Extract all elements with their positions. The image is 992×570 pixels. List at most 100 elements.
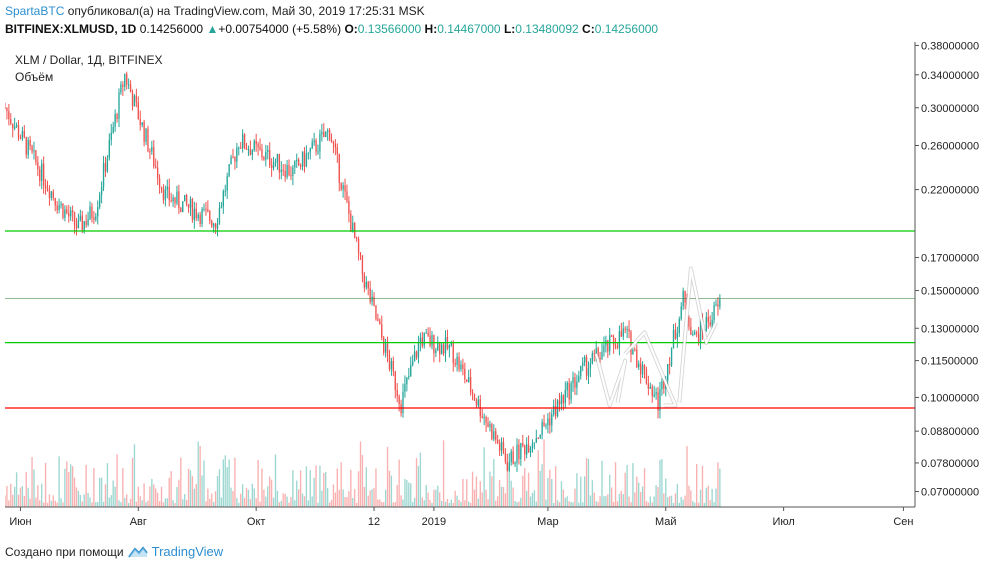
price-change: +0.00754000 (+5.58%) <box>218 22 342 36</box>
candle-body <box>301 151 304 167</box>
volume-bar <box>435 489 437 507</box>
candle-body <box>607 340 609 352</box>
candle-body <box>498 442 501 451</box>
candle-body <box>10 119 12 124</box>
volume-bar <box>440 500 443 507</box>
candle-body <box>406 377 408 385</box>
candle-body <box>610 335 613 337</box>
volume-bar <box>141 500 143 507</box>
candle-body <box>263 157 265 160</box>
volume-bar <box>406 479 408 507</box>
volume-bar <box>638 482 640 507</box>
candle-body <box>133 95 136 107</box>
candle-body <box>475 400 478 406</box>
volume-bar <box>408 482 410 507</box>
volume-bar <box>230 487 232 507</box>
volume-bar <box>73 477 76 507</box>
candle-body <box>44 185 47 189</box>
volume-bar <box>547 477 549 507</box>
volume-bar <box>514 501 516 507</box>
volume-bar <box>429 499 431 507</box>
candle-body <box>672 329 675 349</box>
volume-bar <box>460 501 462 507</box>
volume-bar <box>284 493 286 507</box>
close-value: 0.14256000 <box>594 22 659 36</box>
time-tick-label: Окт <box>247 516 266 528</box>
volume-bar <box>483 447 485 507</box>
volume-bar <box>668 496 671 507</box>
candle-body <box>305 153 308 167</box>
volume-bar <box>402 499 404 507</box>
candle-body <box>222 191 224 207</box>
candle-body <box>214 223 217 229</box>
candle-body <box>477 399 480 406</box>
candle-body <box>160 186 163 189</box>
volume-bar <box>386 446 389 507</box>
volume-bar <box>290 497 292 507</box>
volume-bar <box>431 502 433 507</box>
candle-body <box>211 220 213 227</box>
candle-body <box>386 343 389 356</box>
volume-bar <box>35 497 37 507</box>
candle-body <box>135 95 138 102</box>
footer-brand[interactable]: TradingView <box>151 544 224 559</box>
volume-bar <box>340 462 342 507</box>
candle-body <box>261 149 263 158</box>
volume-bar <box>114 486 116 507</box>
time-tick-label: Мар <box>537 516 559 528</box>
volume-legend: Объём <box>15 70 54 84</box>
chart-legend-title: XLM / Dollar, 1Д, BITFINEX <box>15 53 163 67</box>
candle-body <box>473 394 476 401</box>
candle-body <box>236 147 238 162</box>
volume-bar <box>659 459 661 507</box>
candle-body <box>624 328 626 330</box>
price-tick-label: 0.22000000 <box>921 185 979 197</box>
volume-bar <box>670 495 673 507</box>
candle-body <box>543 422 545 426</box>
volume-bar <box>155 488 157 507</box>
candle-body <box>350 213 352 232</box>
volume-bar <box>448 502 451 507</box>
candle-body <box>663 381 665 389</box>
volume-bar <box>68 471 70 507</box>
volume-bar <box>205 501 207 507</box>
volume-bar <box>371 489 373 507</box>
volume-bar <box>715 488 717 507</box>
volume-bar <box>375 468 377 507</box>
volume-bar <box>133 444 136 507</box>
candle-body <box>580 365 582 377</box>
candle-body <box>164 189 167 200</box>
candle-body <box>661 381 663 390</box>
volume-bar <box>578 502 580 507</box>
volume-bar <box>632 463 634 507</box>
volume-bar <box>143 483 145 507</box>
candle-body <box>487 422 489 427</box>
candle-body <box>425 332 427 334</box>
volume-bar <box>400 495 402 507</box>
candle-body <box>514 462 516 464</box>
volume-bar <box>209 498 211 507</box>
volume-bar <box>554 466 557 507</box>
time-tick-label: Сен <box>893 516 913 528</box>
volume-bar <box>531 492 534 507</box>
volume-bar <box>404 478 406 507</box>
candle-body <box>50 191 53 198</box>
volume-bar <box>485 489 487 507</box>
price-chart[interactable]: 0.188023630.123115210.09608040 0.3800000… <box>5 42 987 536</box>
candle-body <box>5 107 6 109</box>
volume-bar <box>593 492 595 507</box>
candle-body <box>286 165 288 178</box>
candle-body <box>413 351 416 362</box>
volume-bar <box>481 492 483 507</box>
low-label: L: <box>503 22 516 36</box>
volume-bar <box>278 502 281 507</box>
candle-body <box>696 332 698 334</box>
candle-body <box>632 349 634 355</box>
author-name[interactable]: SpartaBTC <box>5 4 65 18</box>
volume-bar <box>363 486 366 507</box>
candle-body <box>522 443 524 446</box>
volume-bar <box>491 476 493 507</box>
volume-bar <box>626 464 628 507</box>
volume-bar <box>348 491 350 507</box>
candle-body <box>334 143 337 148</box>
